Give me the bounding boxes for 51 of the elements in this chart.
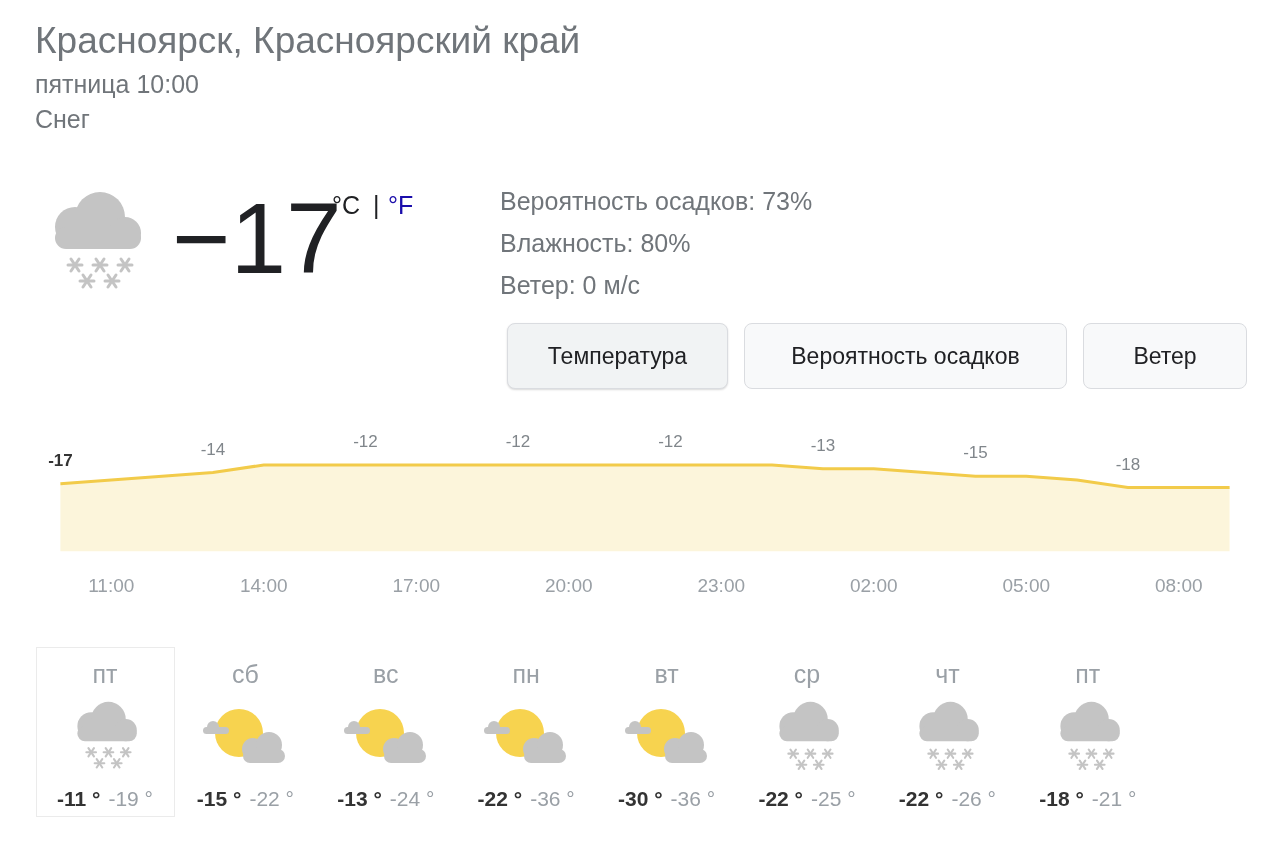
data-label: -22 °: [477, 787, 523, 810]
data-label: -22 °: [758, 787, 803, 810]
data-label: -15 °: [196, 787, 242, 810]
text: Влажность: 80%: [500, 228, 691, 258]
category-label: вт: [653, 660, 680, 689]
chart-subtitle: пятница 10:00: [35, 70, 200, 99]
category-label: сб: [230, 660, 260, 689]
text: °F: [388, 190, 414, 220]
text: Вероятность осадков: 73%: [500, 186, 813, 216]
data-label: -36 °: [670, 787, 716, 810]
x-tick-label: 20:00: [544, 574, 593, 596]
category-label: ср: [792, 660, 822, 689]
data-label: -18: [1115, 454, 1141, 474]
data-label: -17: [48, 450, 73, 470]
text: Ветер: 0 м/с: [500, 270, 641, 300]
x-tick-label: 17:00: [392, 574, 441, 596]
data-label: -18 °: [1039, 787, 1084, 810]
data-label: -22 °: [249, 787, 294, 810]
data-label: -12: [658, 432, 683, 452]
data-label: -24 °: [389, 787, 435, 810]
category-label: пт: [91, 660, 119, 689]
x-tick-label: 02:00: [849, 574, 898, 596]
text: Вероятность осадков: [791, 342, 1020, 370]
x-tick-label: 05:00: [1002, 574, 1051, 596]
text: Снег: [35, 104, 90, 134]
x-tick-label: 14:00: [239, 574, 288, 596]
data-label: -21 °: [1091, 787, 1137, 810]
data-label: -26 °: [951, 787, 996, 810]
category-label: вс: [372, 660, 400, 689]
data-label: -25 °: [811, 787, 856, 810]
category-label: пт: [1074, 660, 1102, 689]
data-label: -19 °: [108, 787, 154, 810]
text: Ветер: [1133, 342, 1197, 370]
data-label: -13: [810, 435, 836, 455]
category-label: пн: [511, 660, 541, 689]
x-tick-label: 08:00: [1154, 574, 1203, 596]
data-label: -22 °: [898, 787, 944, 810]
data-label: -15: [963, 443, 988, 463]
x-tick-label: 11:00: [88, 574, 135, 596]
data-label: -12: [353, 432, 378, 452]
data-label: -14: [200, 439, 226, 459]
data-label: -11 °: [56, 787, 101, 810]
data-label: -30 °: [618, 787, 663, 810]
category-label: чт: [934, 660, 961, 689]
data-label: -12: [505, 432, 531, 452]
x-tick-label: 23:00: [697, 574, 746, 596]
text: |: [373, 190, 380, 220]
data-label: -36 °: [530, 787, 575, 810]
data-label: -13 °: [337, 787, 382, 810]
chart-title: Красноярск, Красноярский край: [35, 20, 581, 62]
text: Температура: [547, 342, 688, 370]
